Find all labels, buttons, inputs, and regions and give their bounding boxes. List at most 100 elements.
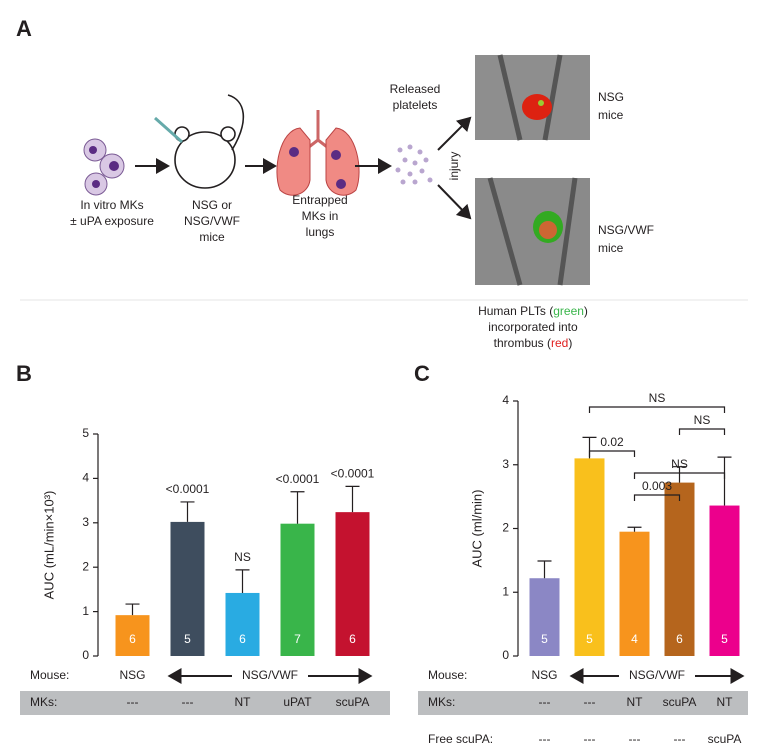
n-label: 5 (721, 632, 728, 646)
mouse-label: NSG (119, 668, 145, 682)
n-label: 5 (586, 632, 593, 646)
microscopy-top (475, 54, 590, 141)
category-label: NT (627, 695, 644, 709)
bracket-label: 0.02 (600, 435, 624, 449)
panel-label: B (16, 361, 32, 386)
error-bar (180, 501, 195, 522)
bracket (678, 428, 726, 435)
row-label: Free scuPA: (428, 732, 493, 746)
label: In vitro MKs (80, 198, 143, 212)
label: injury (447, 152, 461, 181)
p-label: <0.0001 (276, 472, 320, 486)
category-label: --- (539, 732, 551, 746)
category-label: --- (182, 695, 194, 709)
label: lungs (306, 225, 335, 239)
mouse-label: NSG/VWF (629, 668, 685, 682)
lungs-icon (276, 110, 360, 196)
label: mice (598, 108, 624, 122)
bar (529, 578, 560, 656)
mouse-icon (154, 94, 245, 189)
y-tick-label: 1 (82, 604, 89, 618)
caption-part: incorporated into (488, 320, 578, 334)
label: NSG (598, 90, 624, 104)
y-tick-label: 3 (502, 457, 509, 471)
platelets-icon (395, 144, 433, 185)
n-label: 6 (349, 632, 356, 646)
bracket (588, 450, 636, 457)
p-label: NS (234, 550, 251, 564)
category-label: uPAT (283, 695, 312, 709)
row-label: Mouse: (428, 668, 467, 682)
bar (664, 482, 695, 656)
category-label: NT (235, 695, 252, 709)
row-label: MKs: (428, 695, 455, 709)
label: mice (598, 241, 624, 255)
y-tick-label: 0 (82, 648, 89, 662)
y-tick-label: 2 (502, 521, 509, 535)
panel-label: A (16, 16, 32, 41)
y-tick-label: 4 (82, 471, 89, 485)
label: platelets (393, 98, 438, 112)
arrow (437, 116, 472, 151)
caption-part: red (551, 336, 568, 350)
error-bar (345, 485, 360, 513)
bar (170, 521, 205, 656)
caption-part: ) (584, 304, 588, 318)
category-label: --- (584, 695, 596, 709)
n-label: 6 (239, 632, 246, 646)
bracket (633, 494, 681, 501)
error-bar (125, 603, 140, 616)
category-label: NT (717, 695, 734, 709)
category-label: --- (629, 732, 641, 746)
bracket-label: NS (694, 413, 711, 427)
n-label: 6 (129, 632, 136, 646)
caption-part: ) (568, 336, 572, 350)
caption-line: Human PLTs (green) (478, 304, 588, 318)
mouse-label: NSG/VWF (242, 668, 298, 682)
microscopy-bottom (475, 177, 590, 286)
error-bar (717, 456, 732, 506)
bar (280, 523, 315, 656)
label: MKs in (302, 209, 339, 223)
bracket-label: 0.003 (642, 479, 672, 493)
y-axis-label: AUC (mL/min×10³) (41, 491, 56, 600)
label: NSG/VWF (184, 214, 240, 228)
bar (335, 512, 370, 656)
n-label: 4 (631, 632, 638, 646)
caption-line: thrombus (red) (494, 336, 573, 350)
arrow (437, 184, 472, 220)
bar (619, 531, 650, 656)
category-label: --- (539, 695, 551, 709)
caption-part: Human PLTs ( (478, 304, 553, 318)
bracket (633, 472, 726, 479)
bar (225, 592, 260, 656)
category-label: scuPA (708, 732, 742, 746)
error-bar (235, 569, 250, 593)
label: ± uPA exposure (70, 214, 154, 228)
y-axis-label: AUC (ml/min) (469, 490, 484, 568)
y-tick-label: 2 (82, 559, 89, 573)
label: NSG/VWF (598, 223, 654, 237)
caption-line: incorporated into (488, 320, 578, 334)
p-label: <0.0001 (331, 467, 375, 481)
error-bar (537, 560, 552, 579)
row-label: MKs: (30, 695, 57, 709)
y-tick-label: 3 (82, 515, 89, 529)
category-label: --- (674, 732, 686, 746)
error-bar (672, 466, 687, 483)
label: mice (199, 230, 225, 244)
label: Entrapped (292, 193, 347, 207)
label: NSG or (192, 198, 232, 212)
n-label: 6 (676, 632, 683, 646)
p-label: <0.0001 (166, 482, 210, 496)
category-label: --- (127, 695, 139, 709)
category-label: --- (584, 732, 596, 746)
y-tick-label: 0 (502, 648, 509, 662)
error-bar (290, 491, 305, 524)
n-label: 5 (184, 632, 191, 646)
row-label: Mouse: (30, 668, 69, 682)
bracket-label: NS (649, 391, 666, 405)
bar (574, 458, 605, 656)
n-label: 7 (294, 632, 301, 646)
